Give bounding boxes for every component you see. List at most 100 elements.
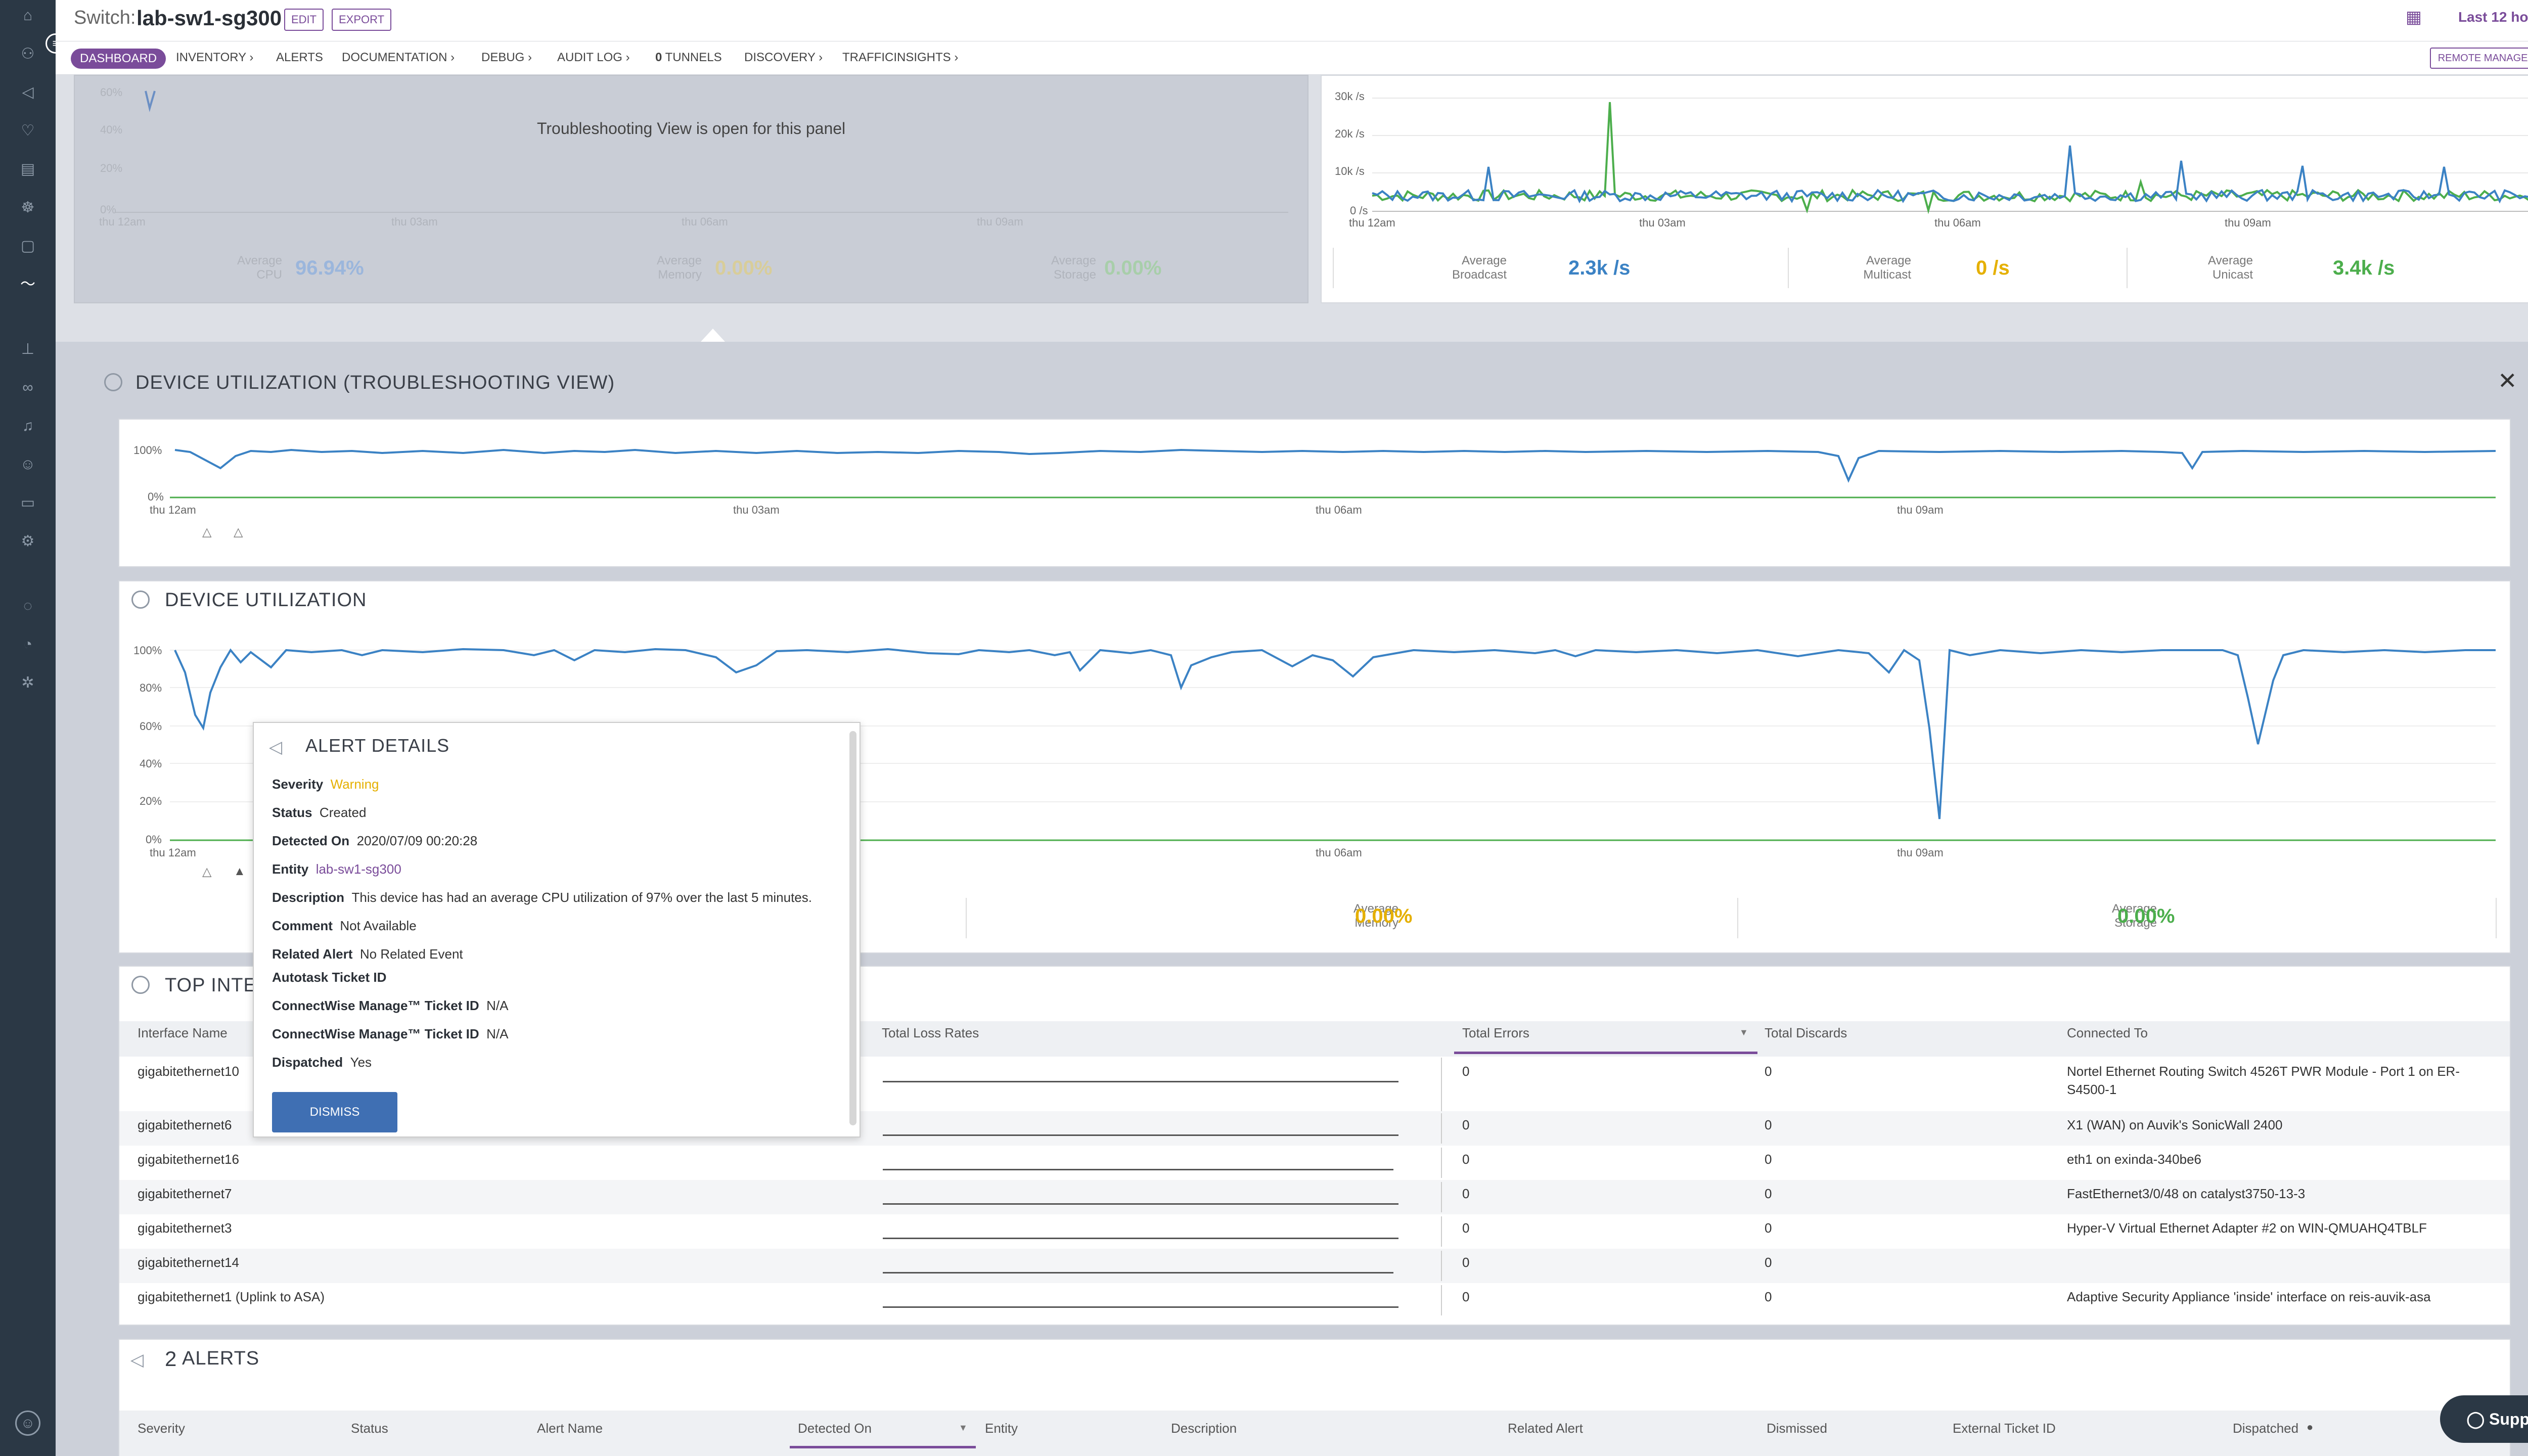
col-dispatched[interactable]: Dispatched: [2233, 1421, 2299, 1436]
cell-interface-name[interactable]: gigabitethernet3: [138, 1220, 232, 1236]
tab-alerts[interactable]: ALERTS: [276, 51, 323, 64]
cell-connected-to[interactable]: Adaptive Security Appliance 'inside' int…: [2067, 1289, 2431, 1304]
gear-icon[interactable]: ⚙: [21, 533, 35, 550]
traffic-panel: 30k /s 20k /s 10k /s 0 /s thu 12am thu 0…: [1321, 75, 2528, 303]
billing-icon[interactable]: ▭: [20, 494, 35, 511]
col-total-discards[interactable]: Total Discards: [1765, 1025, 1847, 1040]
edit-button[interactable]: EDIT: [284, 9, 324, 31]
tab-trafficinsights-label: TRAFFICINSIGHTS: [842, 51, 951, 64]
alerts-panel: ◁ 2 ALERTS Severity Status Alert Name De…: [118, 1339, 2511, 1456]
severity-value: Warning: [330, 777, 379, 792]
stat-label-line: Multicast: [1863, 268, 1911, 282]
cell-total-discards: 0: [1765, 1064, 1772, 1079]
tab-inventory[interactable]: INVENTORY ›: [176, 51, 254, 64]
cell-interface-name[interactable]: gigabitethernet1 (Uplink to ASA): [138, 1289, 325, 1304]
scrollbar[interactable]: [849, 731, 856, 1125]
alert-details-popup: ◁ ALERT DETAILS Severity Warning Status …: [253, 722, 861, 1138]
remote-management-button[interactable]: REMOTE MANAGEMENT ›: [2429, 48, 2528, 69]
dismiss-button[interactable]: DISMISS: [272, 1092, 397, 1132]
cell-connected-to[interactable]: FastEthernet3/0/48 on catalyst3750-13-3: [2067, 1186, 2306, 1201]
col-total-loss-rates[interactable]: Total Loss Rates: [882, 1025, 979, 1040]
tab-documentation[interactable]: DOCUMENTATION ›: [342, 51, 455, 64]
alert-marker-icon[interactable]: △: [234, 525, 243, 539]
col-detected-on[interactable]: Detected On: [798, 1421, 872, 1436]
tab-discovery[interactable]: DISCOVERY ›: [744, 51, 823, 64]
col-total-errors[interactable]: Total Errors: [1462, 1025, 1529, 1040]
cpu-line: [174, 448, 2496, 483]
tab-tunnels[interactable]: 0 TUNNELS: [655, 51, 722, 65]
chat-icon[interactable]: ◌: [23, 598, 32, 614]
severity-row: Severity Warning: [272, 777, 379, 792]
info-icon[interactable]: ●: [2307, 1421, 2314, 1433]
cell-interface-name[interactable]: gigabitethernet16: [138, 1152, 239, 1167]
documents-icon[interactable]: ▤: [20, 161, 35, 177]
cell-interface-name[interactable]: gigabitethernet7: [138, 1186, 232, 1201]
chat-bubble-icon: ◯: [2466, 1410, 2485, 1428]
cell-interface-name[interactable]: gigabitethernet14: [138, 1255, 239, 1270]
y-tick: 20%: [100, 162, 123, 174]
description-label: Description: [272, 890, 345, 905]
calendar-icon[interactable]: ▦: [2405, 8, 2422, 27]
link-icon[interactable]: ∞: [22, 379, 33, 396]
network-icon[interactable]: ⚇: [21, 46, 35, 62]
alert-marker-icon-selected[interactable]: ▲: [234, 864, 246, 878]
feedback-icon[interactable]: ◔: [23, 636, 33, 653]
cell-total-errors: 0: [1462, 1289, 1470, 1304]
cell-interface-name[interactable]: gigabitethernet6: [138, 1117, 232, 1132]
calendar-icon[interactable]: ▢: [20, 238, 35, 254]
topology-icon[interactable]: ⊥: [21, 341, 35, 357]
sort-desc-icon[interactable]: ▼: [959, 1423, 968, 1433]
connectwise-value: N/A: [486, 1026, 509, 1041]
col-dismissed[interactable]: Dismissed: [1767, 1421, 1827, 1436]
alert-marker-icon[interactable]: △: [202, 865, 212, 879]
close-icon[interactable]: ✕: [2498, 368, 2517, 394]
alert-marker-icon[interactable]: △: [202, 525, 212, 539]
x-tick: thu 09am: [1897, 504, 1944, 516]
debug-icon[interactable]: ☸: [21, 199, 35, 216]
user-avatar-icon[interactable]: ☺: [15, 1410, 40, 1436]
col-description[interactable]: Description: [1171, 1421, 1237, 1436]
home-icon[interactable]: ⌂: [23, 7, 33, 24]
col-external-ticket-id[interactable]: External Ticket ID: [1953, 1421, 2056, 1436]
sort-indicator: [1454, 1052, 1757, 1054]
cell-connected-to[interactable]: eth1 on exinda-340be6: [2067, 1152, 2202, 1167]
col-connected-to[interactable]: Connected To: [2067, 1025, 2148, 1040]
col-status[interactable]: Status: [351, 1421, 388, 1436]
col-entity[interactable]: Entity: [985, 1421, 1018, 1436]
entity-link[interactable]: lab-sw1-sg300: [315, 861, 401, 877]
avg-unicast-value: 3.4k /s: [2333, 257, 2395, 279]
comment-row: Comment Not Available: [272, 918, 417, 934]
users-icon[interactable]: ☺: [20, 456, 36, 473]
sort-desc-icon[interactable]: ▼: [1739, 1027, 1748, 1037]
tab-debug[interactable]: DEBUG ›: [481, 51, 532, 64]
stat-label-line: Memory: [1355, 916, 1398, 930]
divider: [1441, 1058, 1442, 1111]
heart-icon[interactable]: ♡: [21, 122, 35, 139]
cell-connected-to[interactable]: X1 (WAN) on Auvik's SonicWall 2400: [2067, 1117, 2283, 1132]
support-button[interactable]: ◯ Support: [2440, 1395, 2528, 1443]
time-range-selector[interactable]: Last 12 hours: [2458, 9, 2528, 25]
table-row-stripe: [119, 1180, 2510, 1214]
comment-label: Comment: [272, 918, 333, 933]
export-button[interactable]: EXPORT: [332, 9, 392, 31]
cell-total-discards: 0: [1765, 1289, 1772, 1304]
col-related-alert[interactable]: Related Alert: [1508, 1421, 1583, 1436]
tab-audit-log[interactable]: AUDIT LOG ›: [557, 51, 630, 64]
cell-connected-to[interactable]: Nortel Ethernet Routing Switch 4526T PWR…: [2067, 1064, 2460, 1079]
alerts-icon[interactable]: ◁: [22, 84, 34, 101]
bell-icon[interactable]: ♫: [22, 418, 34, 434]
bug-icon[interactable]: ✲: [21, 674, 34, 691]
support-label: Support: [2489, 1410, 2528, 1428]
cell-connected-to[interactable]: Hyper-V Virtual Ethernet Adapter #2 on W…: [2067, 1220, 2427, 1236]
col-alert-name[interactable]: Alert Name: [537, 1421, 603, 1436]
tab-dashboard[interactable]: DASHBOARD: [71, 49, 166, 69]
cell-interface-name[interactable]: gigabitethernet10: [138, 1064, 239, 1079]
y-tick: 20k /s: [1335, 127, 1365, 140]
cell-connected-to-continued[interactable]: S4500-1: [2067, 1082, 2117, 1097]
trends-icon[interactable]: 〜: [20, 276, 35, 293]
col-interface-name[interactable]: Interface Name: [138, 1025, 228, 1040]
x-tick: thu 03am: [1639, 216, 1686, 229]
loss-rate-sparkline: [883, 1306, 1398, 1308]
col-severity[interactable]: Severity: [138, 1421, 185, 1436]
tab-trafficinsights[interactable]: TRAFFICINSIGHTS ›: [842, 51, 959, 64]
